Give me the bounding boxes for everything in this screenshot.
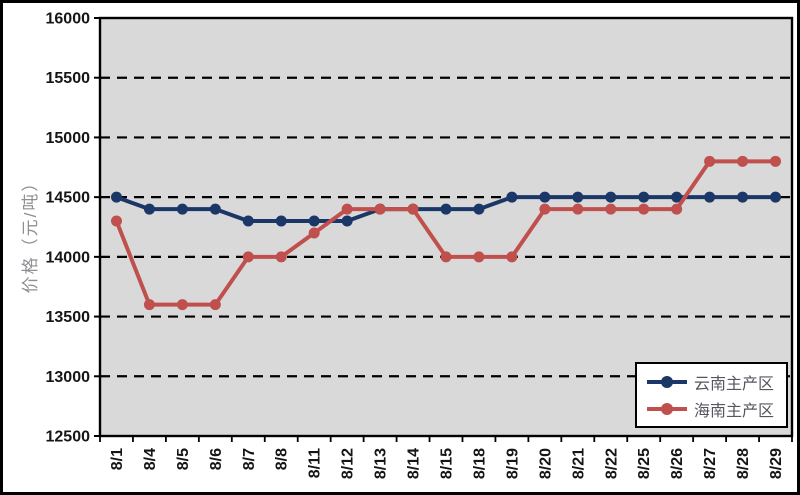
x-label-8/4: 8/4 — [142, 448, 159, 470]
series-1-point-8/1 — [110, 215, 122, 227]
series-0-point-8/7 — [242, 215, 254, 227]
x-label-8/7: 8/7 — [241, 448, 258, 470]
series-1-point-8/5 — [176, 299, 188, 311]
y-label-15000: 15000 — [46, 130, 91, 147]
series-1-point-8/8 — [275, 251, 287, 263]
series-1-point-8/19 — [506, 251, 518, 263]
series-1-point-8/21 — [572, 203, 584, 215]
y-label-13000: 13000 — [46, 369, 91, 386]
x-label-8/1: 8/1 — [109, 448, 126, 470]
y-label-14000: 14000 — [46, 249, 91, 266]
legend-item-yunnan: 云南主产区 — [647, 370, 780, 394]
x-label-8/15: 8/15 — [439, 448, 456, 479]
series-0-point-8/15 — [440, 203, 452, 215]
x-label-8/29: 8/29 — [768, 448, 785, 479]
series-0-point-8/11 — [308, 215, 320, 227]
y-label-12500: 12500 — [46, 429, 91, 446]
series-1-point-8/13 — [374, 203, 386, 215]
series-1-point-8/14 — [407, 203, 419, 215]
x-label-8/13: 8/13 — [373, 448, 390, 479]
series-1-point-8/26 — [671, 203, 683, 215]
series-0-point-8/8 — [275, 215, 287, 227]
series-1-point-8/12 — [341, 203, 353, 215]
series-1-point-8/18 — [473, 251, 485, 263]
x-label-8/26: 8/26 — [669, 448, 686, 479]
legend-item-hainan: 海南主产区 — [647, 397, 780, 421]
yunnan-series-marker-icon — [647, 375, 687, 388]
y-axis-title: 价格（元/吨） — [21, 172, 40, 294]
y-label-13500: 13500 — [46, 309, 91, 326]
plot-border — [98, 16, 794, 438]
legend: 云南主产区 海南主产区 — [635, 362, 788, 428]
series-1-point-8/20 — [539, 203, 551, 215]
series-0-point-8/26 — [671, 191, 683, 203]
series-0-point-8/12 — [341, 215, 353, 227]
x-label-8/19: 8/19 — [504, 448, 521, 479]
x-label-8/5: 8/5 — [175, 448, 192, 470]
series-0-point-8/1 — [110, 191, 122, 203]
x-label-8/6: 8/6 — [208, 448, 225, 470]
series-0-point-8/21 — [572, 191, 584, 203]
series-0-point-8/4 — [143, 203, 155, 215]
series-1-point-8/11 — [308, 227, 320, 239]
x-label-8/22: 8/22 — [603, 448, 620, 479]
series-1-point-8/25 — [638, 203, 650, 215]
series-0-point-8/6 — [209, 203, 221, 215]
x-label-8/11: 8/11 — [307, 448, 324, 478]
series-0-point-8/25 — [638, 191, 650, 203]
series-1-point-8/29 — [770, 155, 782, 167]
x-label-8/14: 8/14 — [406, 448, 423, 479]
series-0-point-8/20 — [539, 191, 551, 203]
x-label-8/18: 8/18 — [471, 448, 488, 479]
series-0-point-8/19 — [506, 191, 518, 203]
price-line-chart: 16000 15500 15000 14500 14000 13500 13000 12500… — [46, 11, 794, 479]
series-0-point-8/29 — [770, 191, 782, 203]
series-1-point-8/6 — [209, 299, 221, 311]
legend-label-hainan: 海南主产区 — [694, 402, 775, 420]
x-label-8/8: 8/8 — [274, 448, 291, 470]
series-0-point-8/5 — [176, 203, 188, 215]
series-1-point-8/27 — [704, 155, 716, 167]
series-0-point-8/18 — [473, 203, 485, 215]
series-1-point-8/4 — [143, 299, 155, 311]
x-label-8/25: 8/25 — [636, 448, 653, 479]
series-1-point-8/22 — [605, 203, 617, 215]
series-1-point-8/7 — [242, 251, 254, 263]
y-label-14500: 14500 — [46, 190, 91, 207]
x-label-8/20: 8/20 — [537, 448, 554, 479]
series-1-point-8/28 — [737, 155, 749, 167]
x-label-8/27: 8/27 — [702, 448, 719, 479]
y-label-16000: 16000 — [46, 11, 91, 28]
hainan-series-marker-icon — [647, 402, 687, 415]
series-0-point-8/22 — [605, 191, 617, 203]
x-label-8/21: 8/21 — [570, 448, 587, 479]
series-0-point-8/28 — [737, 191, 749, 203]
legend-label-yunnan: 云南主产区 — [694, 375, 775, 393]
series-0-point-8/27 — [704, 191, 716, 203]
series-1-point-8/15 — [440, 251, 452, 263]
y-label-15500: 15500 — [46, 70, 91, 87]
x-label-8/28: 8/28 — [735, 448, 752, 479]
x-label-8/12: 8/12 — [340, 448, 357, 479]
